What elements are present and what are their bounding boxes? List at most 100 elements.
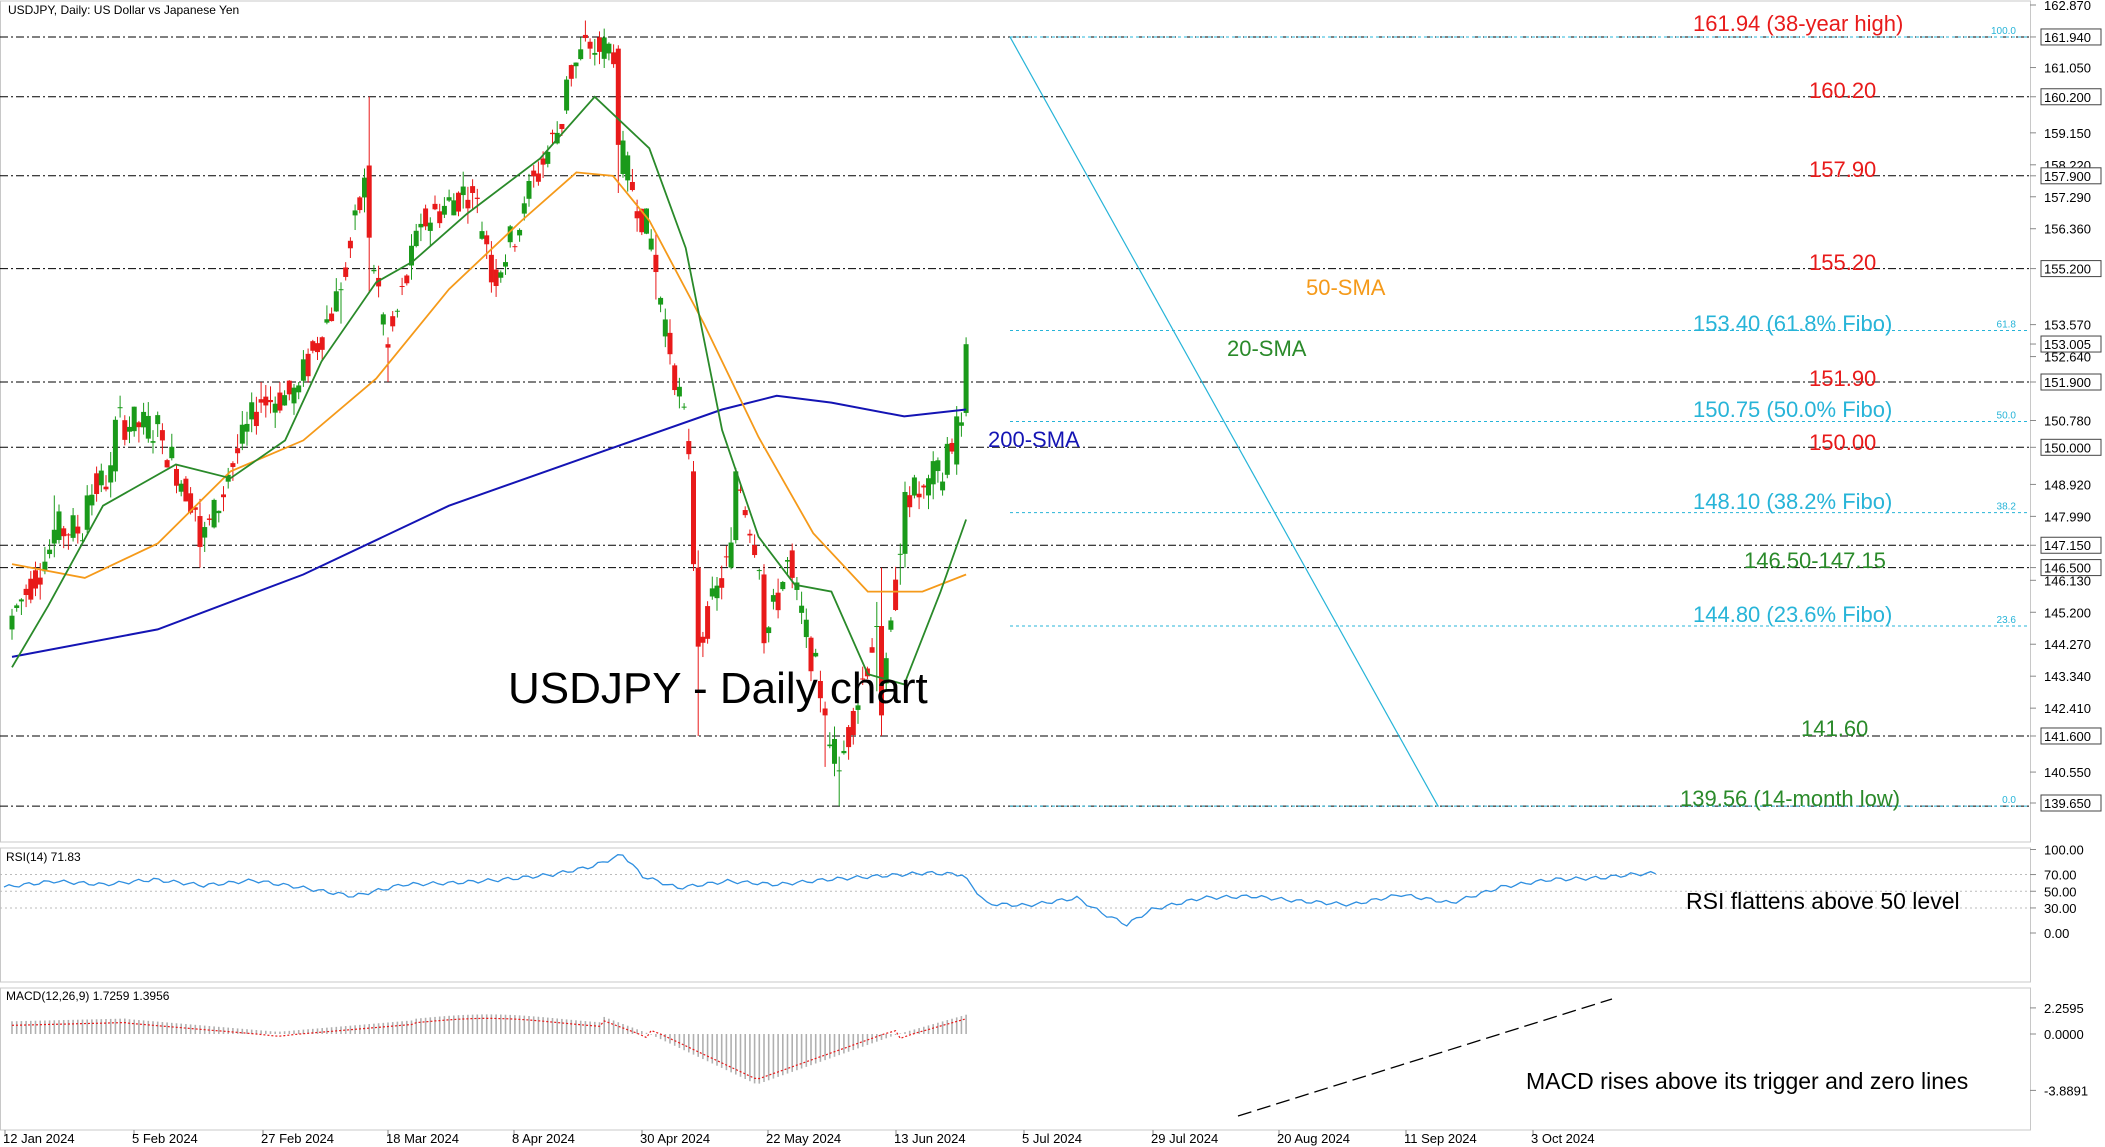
level-label: 139.56 (14-month low) [1680,786,1900,811]
candle-body [597,37,602,52]
date-tick-label: 13 Jun 2024 [894,1131,966,1146]
candle-body [714,585,720,599]
candle-body [221,494,226,498]
sma200-line [11,394,967,658]
candle-body [756,570,762,572]
candle-body [921,485,927,488]
candle-body [230,463,236,467]
macd-annotation: MACD rises above its trigger and zero li… [1526,1068,1968,1094]
candle-body [385,344,391,348]
candle-body [286,380,292,395]
candle-body [691,471,696,565]
price-tick-label: 150.780 [2044,413,2091,428]
candle-body [954,416,960,465]
candle-body [601,37,607,59]
candle-body [761,574,767,644]
candle-body [653,254,659,273]
candle-body [794,582,800,590]
fibo-percent-label: 23.6 [1997,615,2017,626]
candle-body [799,605,805,613]
candle-body [437,211,443,224]
candle-body [14,605,20,608]
candle-body [164,460,170,468]
candle-body [540,158,546,165]
candle-body [333,291,339,312]
price-tick-label: 153.005 [2044,337,2091,352]
candle-body [780,581,786,590]
level-label: 141.60 [1801,716,1868,741]
candle-body [662,319,668,337]
price-tick-label: 152.640 [2044,350,2091,365]
candle-body [484,235,490,245]
candle-body [564,79,570,111]
candle-body [855,705,861,710]
candle-body [926,478,931,496]
candle-body [206,518,212,520]
macd-title: MACD(12,26,9) 1.7259 1.3956 [6,989,170,1003]
candle-body [141,411,147,428]
candle-body [23,588,29,596]
rsi-tick-label: 100.00 [2044,843,2084,858]
candle-body [625,155,631,181]
candle-body [18,599,24,602]
candle-body [465,199,471,209]
candle-body [343,267,349,277]
candle-body [944,443,950,475]
price-tick-label: 146.130 [2044,573,2091,588]
candle-body [117,407,123,409]
candle-body [738,489,743,491]
price-tick-label: 148.920 [2044,477,2091,492]
candle-body [272,403,278,413]
candle-body [145,415,151,439]
candle-body [827,744,833,747]
candle-body [183,478,189,502]
candle-body [841,750,847,754]
candle-body [282,395,288,406]
candle-body [808,637,814,672]
candle-body [559,123,565,129]
level-label: 160.20 [1809,78,1876,103]
candle-body [817,680,823,699]
macd-tick-label: -3.8891 [2044,1083,2088,1098]
candle-body [310,341,316,351]
candle-body [244,423,250,432]
price-tag-box [2040,373,2102,391]
price-tick-label: 144.270 [2044,637,2091,652]
candle-body [507,226,513,243]
candle-body [723,556,729,558]
candle-body [33,570,38,589]
macd-signal-line [11,1017,967,1080]
candle-body [742,510,748,516]
price-tick-label: 155.200 [2044,262,2091,277]
candle-body [911,477,917,496]
level-label: 151.90 [1809,366,1876,391]
candle-body [832,738,837,764]
candle-body [258,399,264,403]
candle-body [770,595,776,602]
price-axis: 162.870161.940161.050160.200159.150158.2… [2030,0,2102,812]
candle-body [822,708,828,716]
rsi-tick-label: 50.00 [2044,884,2077,899]
price-tick-label: 143.340 [2044,669,2091,684]
price-tick-label: 147.990 [2044,509,2091,524]
candle-body [315,343,320,353]
candle-body [178,483,184,492]
sma50-line [11,171,967,593]
candle-body [747,533,753,536]
candle-body [263,396,269,406]
candle-body [9,615,15,630]
candle-body [672,365,678,391]
candle-body [578,49,584,60]
candle-body [667,332,673,355]
candle-body [28,578,34,600]
candle-body [879,626,884,716]
price-tick-label: 157.900 [2044,169,2091,184]
candle-body [253,411,259,427]
sma-label: 200-SMA [988,427,1080,452]
candle-body [112,419,118,472]
candle-body [51,529,57,544]
candle-body [493,269,499,287]
fibo-percent-label: 0.0 [2002,795,2016,806]
candle-body [380,314,386,325]
price-tag-box [2040,727,2102,745]
